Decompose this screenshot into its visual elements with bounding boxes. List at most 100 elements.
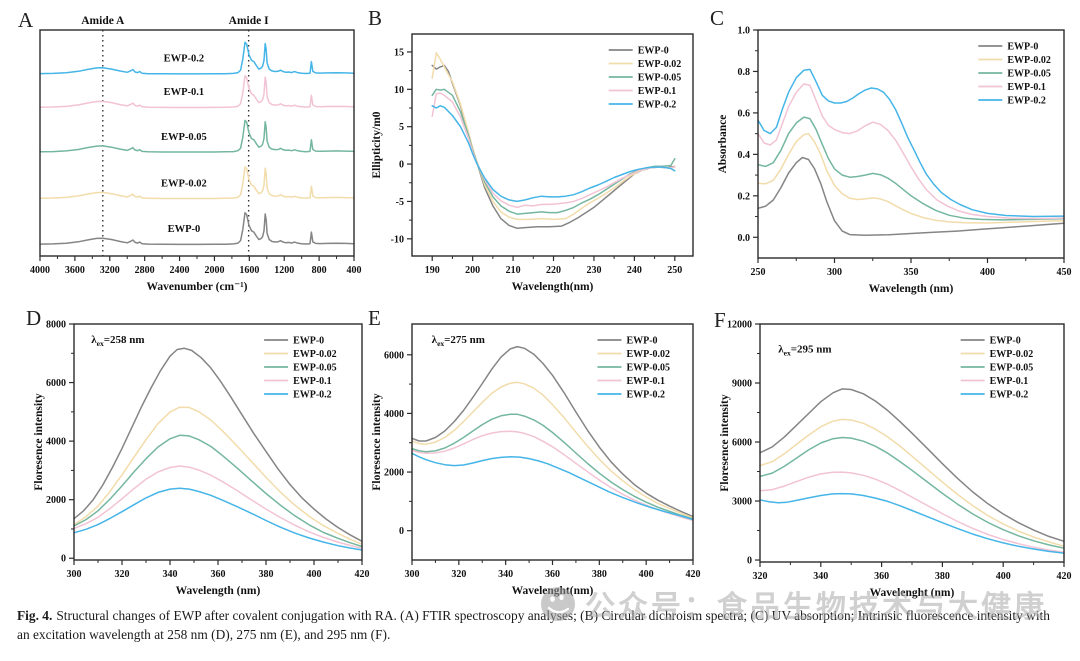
panel-label-b: B — [368, 6, 383, 30]
x-tick-label: 4000 — [30, 265, 50, 276]
x-tick-label: 400 — [996, 571, 1011, 582]
figure-caption: Fig. 4. Structural changes of EWP after c… — [17, 606, 1065, 644]
x-tick-label: 360 — [545, 569, 560, 580]
y-tick-label: 6000 — [732, 438, 752, 449]
panel-label-a: A — [18, 8, 34, 32]
x-tick-label: 250 — [751, 267, 766, 278]
x-tick-label: 190 — [425, 265, 440, 276]
series-line-EWP-0.02 — [39, 166, 355, 200]
legend-label-EWP-0.2: EWP-0.2 — [293, 390, 332, 401]
y-tick-label: 4000 — [384, 409, 404, 420]
vline-label: Amide A — [81, 15, 125, 27]
y-tick-label: 4000 — [46, 437, 66, 448]
series-line-EWP-0.05 — [757, 116, 1065, 221]
x-tick-label: 3600 — [65, 265, 85, 276]
legend-label-EWP-0.02: EWP-0.02 — [990, 349, 1034, 360]
y-tick-label: 0.8 — [738, 67, 751, 78]
legend-label-EWP-0.2: EWP-0.2 — [626, 390, 665, 401]
series-line-EWP-0.2 — [73, 487, 363, 551]
x-tick-label: 380 — [259, 569, 274, 580]
x-axis-label: Wavelenght(nm) — [512, 585, 594, 597]
panel-e-fluorescence-chart: 300 320 340 360 380 400 420 0 2000 4000 6000 Wavele… — [371, 323, 701, 597]
legend-label-EWP-0.1: EWP-0.1 — [990, 376, 1029, 387]
x-tick-label: 340 — [498, 569, 513, 580]
y-tick-label: 0.0 — [738, 233, 751, 244]
legend-label-EWP-0.1: EWP-0.1 — [626, 376, 665, 387]
series-line-EWP-0 — [73, 347, 363, 543]
y-tick-label: 0 — [747, 556, 752, 567]
x-tick-label: 350 — [904, 267, 919, 278]
legend-label-EWP-0.02: EWP-0.02 — [626, 349, 670, 360]
series-line-EWP-0.2 — [39, 41, 355, 75]
y-tick-label: 5 — [399, 122, 404, 133]
x-tick-label: 380 — [935, 571, 950, 582]
excitation-annotation: λex=295 nm — [778, 344, 831, 358]
series-line-EWP-0.2 — [431, 105, 676, 203]
legend-label-EWP-0.1: EWP-0.1 — [1007, 82, 1046, 93]
x-axis-label: Wavelenght (nm) — [870, 587, 955, 599]
panel-a-ftir-chart: Amide A Amide I EWP-0 EWP-0.02 EWP-0.05 EWP-0… — [30, 15, 362, 293]
legend-label-EWP-0.05: EWP-0.05 — [638, 73, 682, 84]
x-tick-label: 220 — [546, 265, 561, 276]
y-tick-label: -5 — [396, 197, 404, 208]
x-tick-label: 2400 — [170, 265, 190, 276]
x-tick-label: 400 — [639, 569, 654, 580]
x-tick-label: 250 — [667, 265, 682, 276]
x-tick-label: 320 — [115, 569, 130, 580]
y-axis-label: Ellipticity/m0 — [371, 111, 383, 178]
x-tick-label: 1200 — [274, 265, 294, 276]
legend-label-EWP-0.05: EWP-0.05 — [293, 363, 337, 374]
x-tick-label: 340 — [163, 569, 178, 580]
series-line-EWP-0.02 — [73, 406, 363, 545]
x-tick-label: 320 — [753, 571, 768, 582]
y-tick-label: 10 — [394, 85, 404, 96]
y-tick-label: 0.6 — [738, 108, 751, 119]
x-tick-label: 320 — [451, 569, 466, 580]
series-inline-label: EWP-0.02 — [161, 178, 207, 189]
series-line-EWP-0.02 — [411, 381, 694, 519]
panel-label-d: D — [26, 306, 42, 330]
panel-label-f: F — [714, 308, 726, 332]
caption-text: Structural changes of EWP after covalent… — [17, 608, 1050, 642]
x-axis-label: Wavelength (nm) — [176, 585, 261, 597]
y-tick-label: 15 — [394, 47, 404, 58]
y-tick-label: 3000 — [732, 497, 752, 508]
x-axis-label: Wavelength(nm) — [512, 281, 594, 293]
x-tick-label: 400 — [307, 569, 322, 580]
x-tick-label: 240 — [627, 265, 642, 276]
legend-label-EWP-0.02: EWP-0.02 — [1007, 55, 1051, 66]
series-inline-label: EWP-0.2 — [164, 54, 205, 65]
legend-label-EWP-0: EWP-0 — [638, 46, 669, 57]
y-tick-label: 1.0 — [738, 26, 751, 37]
series-line-EWP-0.2 — [757, 68, 1065, 218]
x-tick-label: 420 — [355, 569, 370, 580]
series-line-EWP-0.05 — [411, 413, 694, 520]
x-tick-label: 300 — [827, 267, 842, 278]
y-tick-label: 2000 — [384, 468, 404, 479]
series-inline-label: EWP-0 — [168, 224, 201, 235]
y-tick-label: 0.4 — [738, 150, 751, 161]
x-tick-label: 300 — [405, 569, 420, 580]
x-tick-label: 450 — [1057, 267, 1072, 278]
y-tick-label: 8000 — [46, 320, 66, 331]
series-line-EWP-0.02 — [431, 51, 676, 221]
legend-label-EWP-0: EWP-0 — [1007, 42, 1038, 53]
panel-d-fluorescence-chart: 300 320 340 360 380 400 420 0 2000 4000 6000 8000 Wa… — [33, 320, 370, 598]
x-tick-label: 360 — [211, 569, 226, 580]
legend-label-EWP-0.02: EWP-0.02 — [638, 59, 682, 70]
panel-f-fluorescence-chart: 320 340 360 380 400 420 0 3000 6000 9000 12000 Wave… — [719, 320, 1072, 600]
y-axis-label: Absorbance — [717, 115, 729, 174]
series-line-EWP-0 — [757, 156, 1065, 236]
legend-label-EWP-0.2: EWP-0.2 — [990, 390, 1029, 401]
series-line-EWP-0.1 — [431, 92, 676, 209]
y-tick-label: 12000 — [727, 320, 752, 331]
excitation-annotation: λex=258 nm — [91, 334, 144, 348]
series-line-EWP-0.05 — [759, 436, 1065, 549]
series-line-EWP-0.2 — [759, 492, 1065, 554]
legend-label-EWP-0: EWP-0 — [293, 336, 324, 347]
legend-label-EWP-0.02: EWP-0.02 — [293, 349, 337, 360]
x-tick-label: 360 — [874, 571, 889, 582]
legend-label-EWP-0.1: EWP-0.1 — [293, 376, 332, 387]
y-tick-label: 6000 — [46, 378, 66, 389]
